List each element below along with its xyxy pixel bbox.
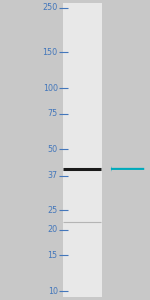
Text: 15: 15 — [48, 251, 58, 260]
Text: 50: 50 — [48, 145, 58, 154]
Bar — [63, 3, 102, 297]
Text: 37: 37 — [48, 171, 58, 180]
Text: 250: 250 — [42, 3, 58, 12]
Text: 150: 150 — [43, 48, 58, 57]
Text: 75: 75 — [48, 109, 58, 118]
Text: 10: 10 — [48, 286, 58, 296]
Text: 25: 25 — [48, 206, 58, 215]
Text: 20: 20 — [48, 226, 58, 235]
Text: 100: 100 — [43, 84, 58, 93]
